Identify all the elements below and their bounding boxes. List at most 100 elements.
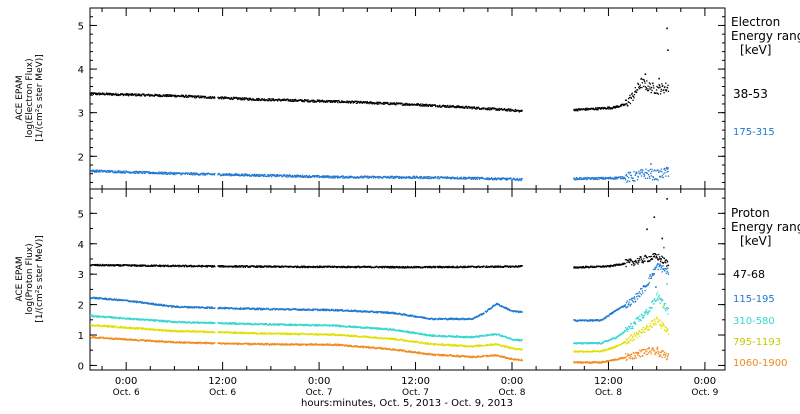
data-point bbox=[585, 108, 586, 109]
data-point bbox=[273, 98, 274, 99]
data-point bbox=[251, 175, 252, 176]
proton-ytick-label: 0 bbox=[78, 361, 84, 372]
data-point bbox=[628, 177, 629, 178]
data-point bbox=[621, 176, 622, 177]
data-point bbox=[661, 258, 662, 259]
data-point bbox=[658, 254, 659, 255]
data-point bbox=[644, 176, 645, 177]
data-point bbox=[159, 171, 160, 172]
data-point bbox=[161, 171, 162, 172]
data-point bbox=[653, 87, 654, 88]
data-point bbox=[575, 179, 576, 180]
data-point bbox=[484, 178, 485, 179]
data-point bbox=[632, 93, 633, 94]
data-point bbox=[652, 275, 653, 276]
data-point bbox=[641, 259, 642, 260]
data-point bbox=[629, 302, 630, 303]
data-point bbox=[621, 105, 622, 106]
data-point bbox=[618, 309, 619, 310]
data-point bbox=[648, 170, 649, 171]
data-point bbox=[640, 173, 641, 174]
data-point bbox=[654, 169, 655, 170]
data-point bbox=[462, 106, 463, 107]
data-point bbox=[655, 254, 656, 255]
data-point bbox=[521, 180, 522, 181]
data-point bbox=[660, 171, 661, 172]
data-point bbox=[472, 108, 473, 109]
data-point bbox=[201, 266, 202, 267]
data-point bbox=[656, 178, 657, 179]
data-point bbox=[652, 179, 653, 180]
data-point bbox=[522, 312, 523, 313]
data-point bbox=[641, 87, 642, 88]
data-point bbox=[415, 315, 416, 316]
proton-series-310-580 bbox=[90, 283, 669, 344]
data-point bbox=[635, 87, 636, 88]
data-point bbox=[660, 261, 661, 262]
data-point bbox=[484, 266, 485, 267]
data-point bbox=[632, 298, 633, 299]
electron-series-175-315 bbox=[90, 163, 669, 183]
electron-legend-title-1: Electron bbox=[731, 15, 780, 29]
data-point bbox=[198, 95, 199, 96]
data-point bbox=[636, 296, 637, 297]
data-point-spike bbox=[650, 163, 652, 165]
data-point bbox=[144, 94, 145, 95]
data-point bbox=[662, 85, 663, 86]
data-point bbox=[642, 260, 643, 261]
data-point bbox=[242, 97, 243, 98]
data-point bbox=[435, 318, 436, 319]
data-point bbox=[660, 265, 661, 266]
data-point bbox=[658, 180, 659, 181]
data-point bbox=[664, 270, 665, 271]
data-point bbox=[636, 173, 637, 174]
data-point bbox=[661, 83, 662, 84]
data-point bbox=[613, 312, 614, 313]
data-point bbox=[593, 179, 594, 180]
data-point bbox=[663, 265, 664, 266]
data-point bbox=[629, 102, 630, 103]
data-point bbox=[643, 262, 644, 263]
data-point bbox=[185, 96, 186, 97]
data-point bbox=[638, 171, 639, 172]
data-point bbox=[509, 110, 510, 111]
data-point bbox=[258, 176, 259, 177]
data-point bbox=[135, 173, 136, 174]
data-point bbox=[583, 266, 584, 267]
data-point bbox=[627, 105, 628, 106]
data-point bbox=[651, 256, 652, 257]
data-point bbox=[625, 178, 626, 179]
data-point bbox=[348, 102, 349, 103]
data-point bbox=[642, 290, 643, 291]
data-point bbox=[638, 176, 639, 177]
data-point bbox=[435, 177, 436, 178]
data-point bbox=[145, 172, 146, 173]
data-point bbox=[633, 171, 634, 172]
data-point bbox=[652, 169, 653, 170]
data-point bbox=[645, 89, 646, 90]
data-point bbox=[644, 290, 645, 291]
data-point bbox=[292, 99, 293, 100]
data-point bbox=[628, 172, 629, 173]
data-point-spike bbox=[663, 247, 665, 249]
data-point bbox=[342, 309, 343, 310]
data-point bbox=[648, 88, 649, 89]
data-point bbox=[667, 272, 668, 273]
data-point bbox=[652, 90, 653, 91]
data-point bbox=[641, 288, 642, 289]
data-point bbox=[286, 176, 287, 177]
data-point bbox=[627, 306, 628, 307]
data-point-spike bbox=[667, 167, 669, 169]
data-point bbox=[649, 282, 650, 283]
proton-ytick-label: 4 bbox=[78, 240, 84, 251]
data-point bbox=[667, 268, 668, 269]
data-point bbox=[629, 259, 630, 260]
data-point bbox=[639, 88, 640, 89]
data-point bbox=[629, 299, 630, 300]
data-point bbox=[470, 177, 471, 178]
data-point bbox=[647, 178, 648, 179]
data-point bbox=[661, 266, 662, 267]
data-point bbox=[131, 266, 132, 267]
data-point bbox=[634, 298, 635, 299]
